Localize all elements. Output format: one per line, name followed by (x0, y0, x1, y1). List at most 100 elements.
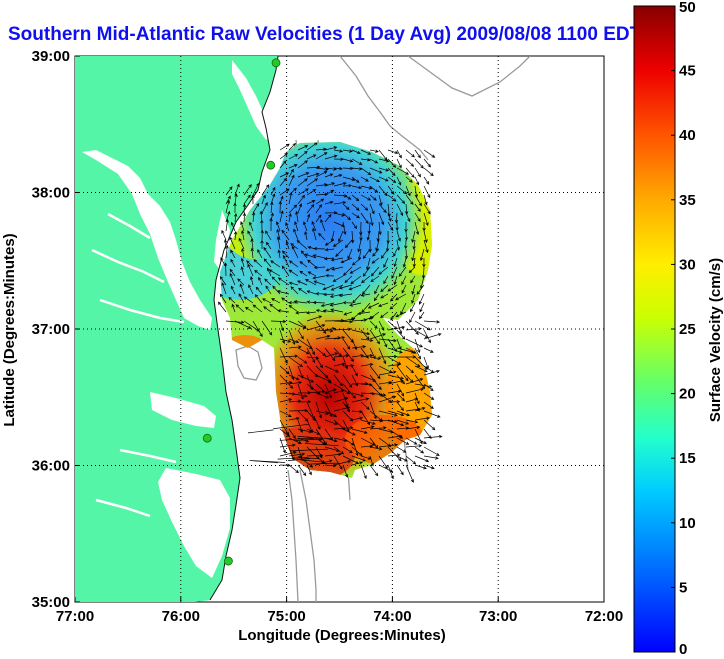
velocity-arrow (360, 194, 372, 201)
velocity-arrow (396, 437, 410, 445)
velocity-arrow (380, 284, 389, 293)
velocity-arrow (270, 260, 281, 268)
velocity-arrow (405, 425, 421, 430)
velocity-arrow (288, 204, 298, 214)
velocity-arrow (313, 280, 326, 286)
velocity-arrow (380, 248, 389, 259)
velocity-arrow (265, 285, 272, 295)
velocity-arrow (369, 356, 382, 361)
velocity-arrow (324, 347, 336, 362)
velocity-arrow (306, 200, 316, 205)
velocity-arrow (306, 365, 319, 378)
velocity-arrow (275, 221, 281, 232)
velocity-arrow (387, 410, 405, 417)
velocity-arrow (343, 311, 353, 316)
velocity-arrow (279, 380, 293, 385)
velocity-arrow (297, 194, 305, 205)
velocity-arrow (378, 212, 385, 226)
velocity-arrow (369, 446, 383, 451)
velocity-arrow (287, 458, 311, 461)
velocity-arrow (333, 221, 346, 228)
velocity-arrow (396, 383, 405, 397)
velocity-arrow (369, 194, 377, 201)
velocity-arrow (404, 248, 409, 260)
velocity-arrow (387, 185, 395, 195)
velocity-arrow (306, 410, 316, 422)
velocity-arrow (217, 301, 227, 313)
velocity-arrow (411, 230, 416, 243)
velocity-arrow (351, 203, 360, 211)
velocity-arrow (282, 254, 290, 268)
velocity-arrow (307, 259, 317, 268)
velocity-arrow (288, 338, 300, 344)
lat-lon-grid (75, 56, 604, 602)
velocity-arrow (247, 263, 254, 277)
velocity-arrow (369, 176, 380, 183)
velocity-arrow (361, 284, 371, 295)
velocity-arrow (260, 229, 264, 241)
velocity-arrow (243, 296, 254, 304)
velocity-arrow (405, 327, 422, 331)
velocity-arrow (423, 383, 434, 391)
velocity-arrow (423, 434, 443, 439)
velocity-arrow (351, 428, 368, 434)
velocity-arrow (333, 406, 351, 412)
velocity-arrow (230, 285, 236, 295)
velocity-arrow (295, 311, 308, 315)
velocity-arrow (288, 408, 309, 413)
velocity-arrow (378, 185, 388, 197)
velocity-arrow (405, 374, 414, 383)
velocity-arrow (306, 142, 318, 151)
velocity-arrow (352, 293, 362, 304)
velocity-arrow (262, 298, 272, 304)
velocity-arrow (225, 186, 233, 196)
map-plot-area (74, 55, 605, 603)
velocity-arrow (279, 177, 288, 187)
velocity-arrow (342, 364, 355, 368)
velocity-arrow (378, 302, 389, 307)
colorbar-label: Surface Velocity (cm/s) (707, 258, 724, 422)
velocity-arrow (333, 383, 351, 395)
velocity-arrow (313, 265, 326, 270)
velocity-arrow (423, 158, 432, 168)
velocity-arrow (405, 365, 414, 374)
velocity-arrow (378, 167, 390, 172)
velocity-arrow (414, 167, 421, 178)
velocity-arrow (333, 201, 347, 205)
velocity-arrow (333, 354, 350, 358)
velocity-arrow (396, 455, 408, 462)
velocity-arrow (408, 266, 416, 274)
velocity-arrow (396, 374, 406, 385)
velocity-arrow (414, 176, 420, 186)
velocity-arrow (369, 167, 383, 174)
velocity-arrow (324, 383, 332, 399)
velocity-arrow (387, 379, 404, 385)
velocity-arrow (351, 345, 367, 349)
velocity-arrow (411, 293, 416, 304)
velocity-arrow (323, 292, 335, 297)
velocity-arrow (395, 311, 407, 318)
velocity-arrow (342, 356, 348, 370)
albemarle-sound (150, 392, 216, 428)
velocity-arrow (324, 410, 338, 417)
velocity-arrow (300, 250, 308, 259)
velocity-arrow (351, 257, 362, 266)
velocity-arrow (351, 392, 365, 398)
velocity-arrow (288, 380, 303, 385)
colorbar-tick-label: 20 (679, 386, 696, 403)
velocity-arrow (330, 257, 344, 262)
velocity-arrow (315, 147, 327, 151)
velocity-arrow (361, 275, 371, 284)
velocity-arrow (279, 437, 318, 441)
velocity-arrow (416, 284, 425, 295)
velocity-arrow (360, 425, 375, 430)
velocity-arrow (338, 284, 353, 290)
velocity-arrow (369, 437, 379, 449)
velocity-arrow (342, 347, 354, 363)
velocity-arrow (332, 275, 344, 282)
velocity-arrow (423, 194, 428, 206)
velocity-arrow (285, 240, 290, 250)
velocity-arrow (351, 221, 358, 230)
velocity-arrow (288, 356, 303, 368)
velocity-arrow (241, 247, 245, 259)
